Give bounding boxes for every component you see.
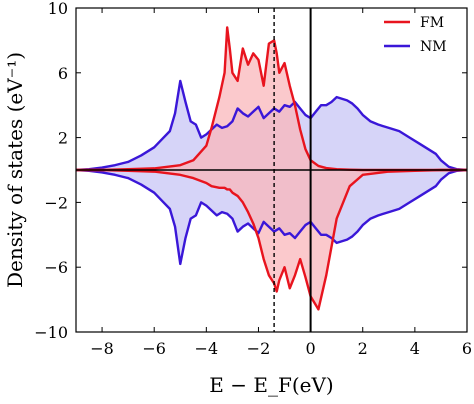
nm-down-line [75,168,468,266]
y-tick-label: 2 [58,129,68,148]
y-axis-label: Density of states (eV⁻¹) [3,52,27,288]
y-tick-label: 10 [48,0,68,18]
x-tick-label: 0 [306,339,316,358]
fm-down-line [76,168,467,311]
fm-up-line [76,26,467,172]
fm-down-fill [76,170,467,310]
x-tick-label: −2 [247,339,271,358]
legend: FM NM [384,15,447,55]
y-tick-label: −10 [34,323,68,342]
y-tick-label: −6 [44,258,68,277]
x-axis-label: E − E_F(eV) [209,373,333,397]
x-tick-label: −6 [142,339,166,358]
x-tick-labels: −8 −6 −4 −2 0 2 4 6 [90,339,472,358]
legend-label-fm: FM [420,15,444,31]
x-tick-label: −8 [90,339,114,358]
y-tick-label: −2 [44,193,68,212]
x-tick-label: 6 [462,339,472,358]
legend-label-nm: NM [420,39,447,55]
series-areas [75,26,468,311]
fm-up-fill [76,27,467,170]
reference-lines [76,8,467,332]
y-tick-labels: −10 −6 −2 2 6 10 [34,0,68,342]
x-tick-label: 2 [358,339,368,358]
y-tick-label: 6 [58,64,68,83]
x-tick-label: −4 [195,339,219,358]
axis-ticks [76,7,468,333]
plot-frame [75,7,468,333]
x-tick-label: 4 [410,339,420,358]
nm-up-line [75,79,468,172]
